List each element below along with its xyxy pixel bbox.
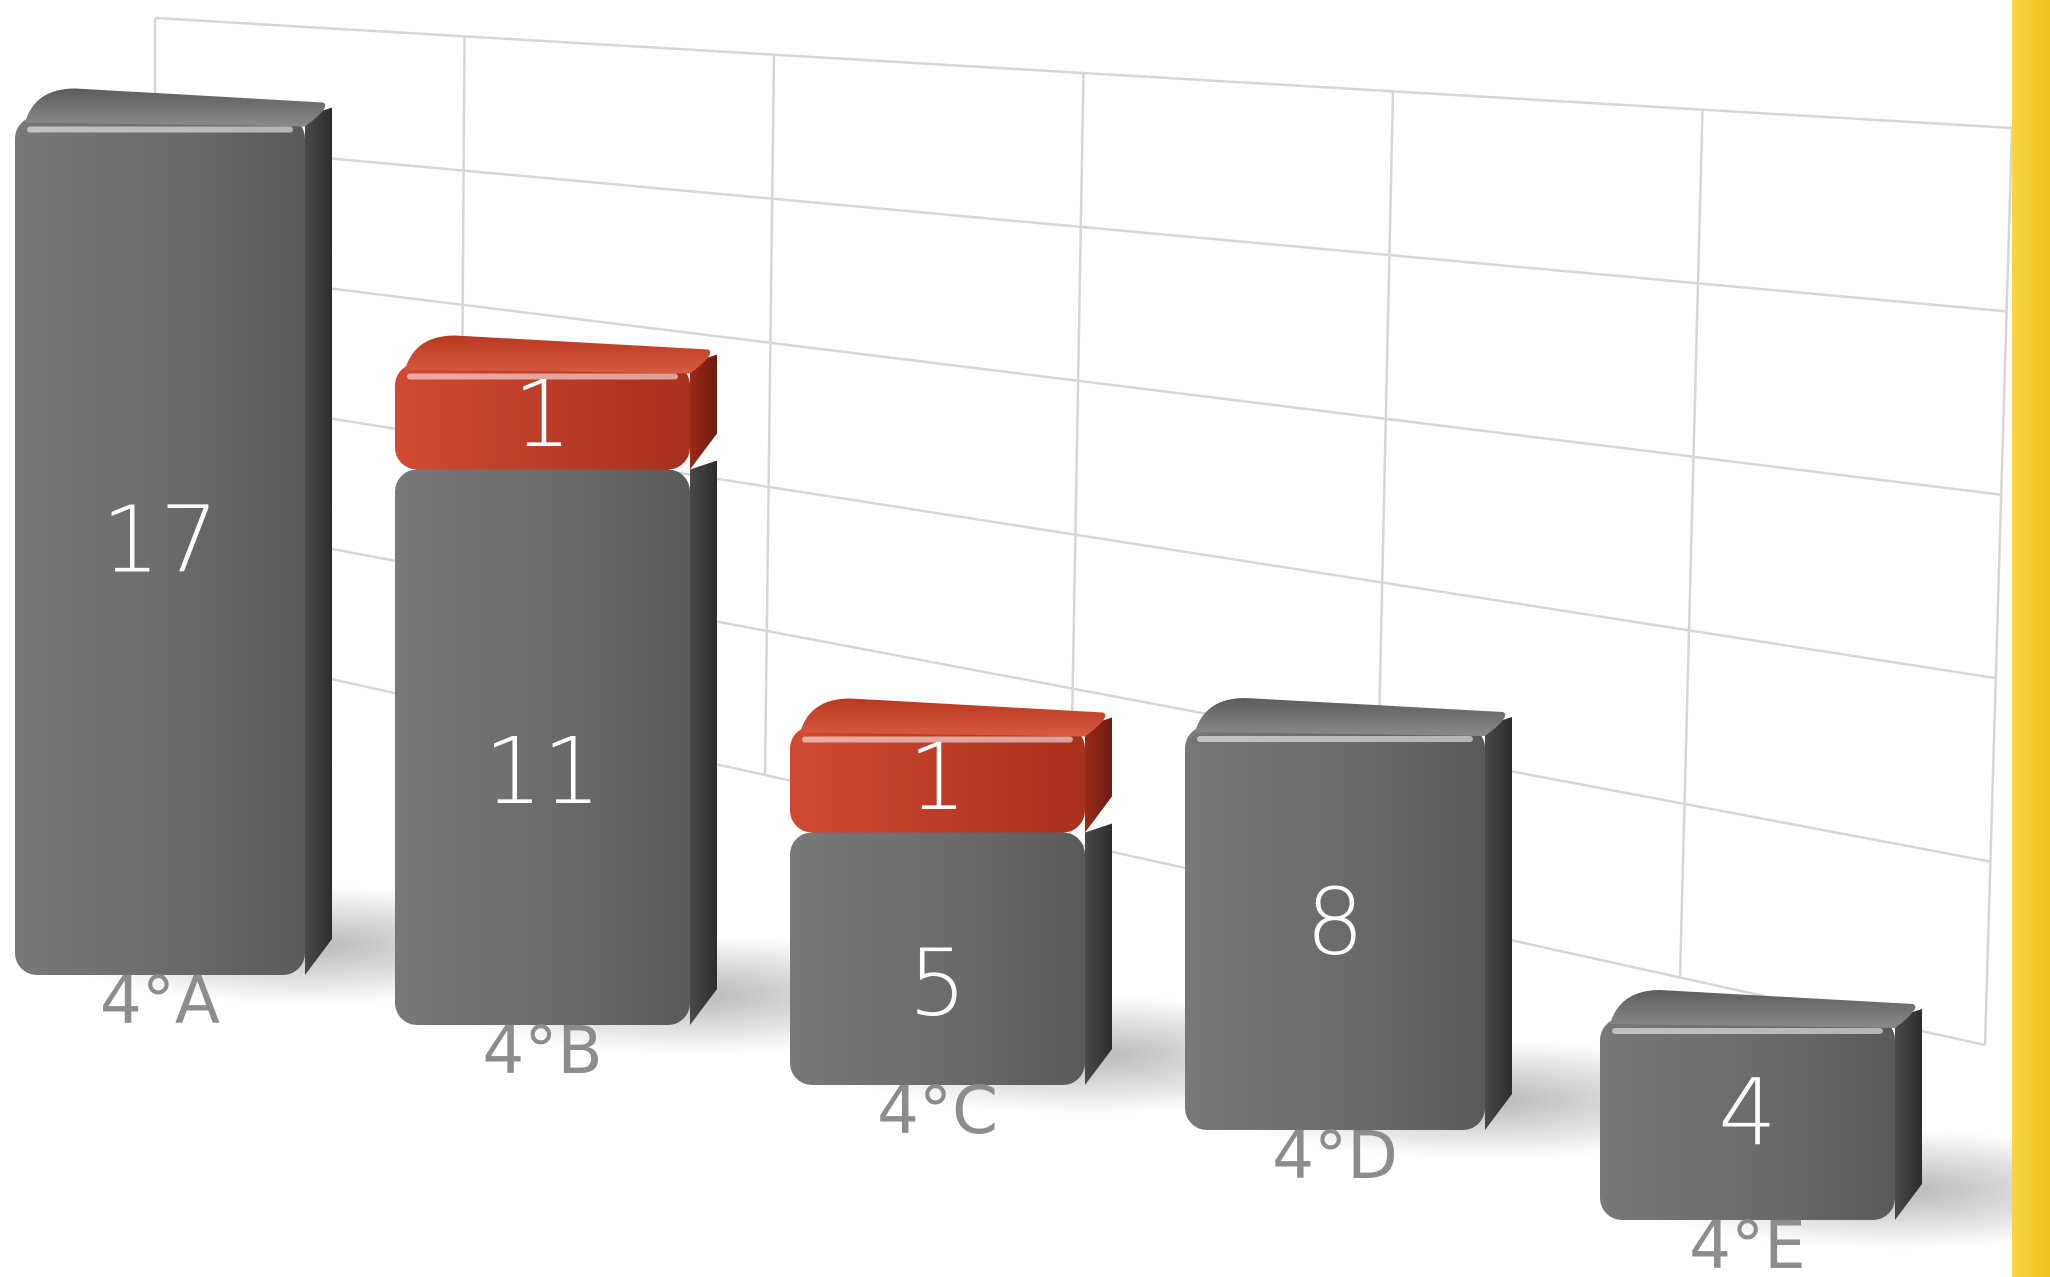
- bar-base-4-side: [1895, 1009, 1922, 1220]
- bar-group-0: [15, 88, 332, 975]
- bar-group-1: [395, 335, 717, 1025]
- bar-accent-2-side: [1085, 717, 1112, 833]
- bar-group-2: [790, 698, 1112, 1085]
- bar-base-4-top: [1610, 990, 1916, 1028]
- bar-base-3-top: [1195, 698, 1506, 736]
- bar-base-4: [1600, 1018, 1895, 1220]
- bar-accent-1: [395, 363, 690, 470]
- bar-base-0-top: [25, 88, 326, 127]
- bar-accent-1-highlight: [407, 373, 678, 380]
- bar-group-3: [1185, 698, 1512, 1130]
- x-tick-label: 4°A: [100, 962, 220, 1039]
- x-tick-label: 4°D: [1272, 1117, 1398, 1194]
- bar-base-1-side: [690, 460, 717, 1025]
- x-tick-label: 4°E: [1689, 1207, 1806, 1277]
- bar-value-label: 8: [1306, 869, 1365, 976]
- gridline-vertical: [763, 54, 776, 776]
- bar-accent-2: [790, 726, 1085, 833]
- bar-base-0-highlight: [27, 126, 293, 133]
- bar-base-3-highlight: [1197, 736, 1473, 742]
- bar-value-label: 4: [1718, 1060, 1777, 1167]
- bar-accent-2-top: [800, 698, 1106, 737]
- gridline-vertical: [1983, 127, 2014, 1046]
- bar-base-2: [790, 832, 1085, 1085]
- bar-accent-1-side: [690, 354, 717, 470]
- bar-group-4: [1600, 990, 1922, 1220]
- bar-base-0-side: [305, 107, 332, 975]
- x-tick-label: 4°C: [877, 1072, 998, 1149]
- bar-accent-value-label: 1: [908, 724, 967, 831]
- bar-accent-1-top: [405, 335, 711, 374]
- bar-value-label: 17: [101, 486, 218, 593]
- bar-base-1: [395, 469, 690, 1025]
- bar-value-label: 5: [908, 929, 967, 1036]
- gridline-vertical: [1678, 109, 1704, 978]
- bar-base-2-side: [1085, 823, 1112, 1085]
- x-tick-label: 4°B: [482, 1012, 602, 1089]
- bar-accent-value-label: 1: [513, 361, 572, 468]
- bar-accent-2-highlight: [802, 736, 1073, 743]
- bar-base-3-side: [1485, 717, 1512, 1130]
- yellow-side-band: [2012, 0, 2050, 1277]
- bar-base-3: [1185, 726, 1485, 1130]
- bar-base-0: [15, 116, 305, 975]
- bars-layer: [15, 88, 1922, 1220]
- bar-value-label: 11: [484, 718, 601, 825]
- bar-base-4-highlight: [1612, 1028, 1883, 1034]
